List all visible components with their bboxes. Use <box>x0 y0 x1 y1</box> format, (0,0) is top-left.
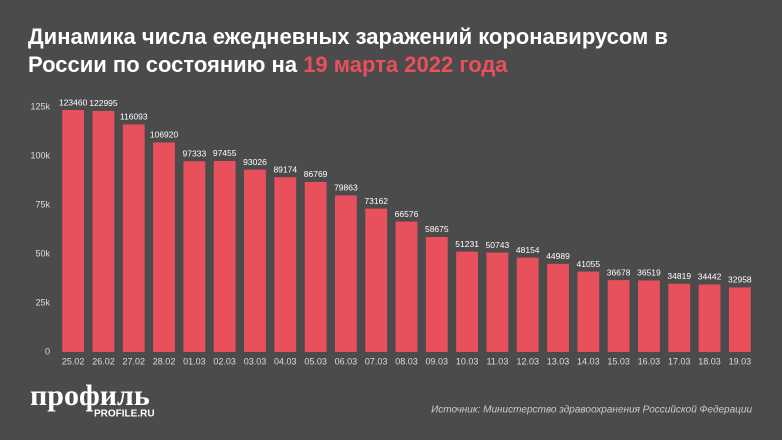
x-tick-label: 11.03 <box>486 356 508 366</box>
value-label: 106920 <box>150 130 179 140</box>
bar <box>183 161 206 352</box>
x-tick-label: 27.02 <box>122 356 145 366</box>
bar <box>607 280 630 352</box>
y-tick-label: 25k <box>35 297 50 307</box>
bar <box>395 221 418 352</box>
chart-title-line2: России по состоянию на 19 марта 2022 год… <box>28 52 508 77</box>
x-tick-label: 04.03 <box>274 356 297 366</box>
y-tick-label: 0 <box>45 346 50 356</box>
bar <box>516 257 539 352</box>
x-tick-label: 28.02 <box>153 356 176 366</box>
bar <box>92 110 115 352</box>
value-label: 34819 <box>667 271 691 281</box>
value-label: 58675 <box>425 224 449 234</box>
bar <box>577 271 600 352</box>
x-tick-label: 08.03 <box>395 356 418 366</box>
value-label: 89174 <box>273 164 297 174</box>
x-tick-label: 03.03 <box>244 356 267 366</box>
value-label: 36678 <box>607 267 631 277</box>
value-label: 116093 <box>120 112 148 122</box>
bar <box>244 169 266 352</box>
x-tick-label: 13.03 <box>547 356 570 366</box>
bar <box>456 251 479 352</box>
bar <box>486 252 509 352</box>
value-label: 97455 <box>213 148 237 158</box>
bar <box>698 284 721 352</box>
x-tick-label: 10.03 <box>456 356 479 366</box>
x-tick-label: 26.02 <box>92 356 115 366</box>
x-tick-label: 06.03 <box>335 356 358 366</box>
x-tick-label: 05.03 <box>304 356 327 366</box>
y-tick-label: 50k <box>35 248 50 258</box>
value-label: 123460 <box>59 97 88 107</box>
value-label: 48154 <box>516 245 540 255</box>
bar <box>638 280 660 352</box>
x-tick-label: 25.02 <box>62 356 85 366</box>
title-line: Динамика числа ежедневных заражений коро… <box>28 24 668 49</box>
bar <box>668 283 691 352</box>
value-label: 66576 <box>395 209 419 219</box>
value-label: 86769 <box>304 169 328 179</box>
bar <box>213 160 236 352</box>
y-tick-label: 125k <box>30 101 50 111</box>
x-tick-label: 17.03 <box>668 356 691 366</box>
value-label: 44989 <box>546 251 570 261</box>
value-label: 122995 <box>89 98 118 108</box>
value-label: 41055 <box>577 259 601 269</box>
bar <box>547 263 569 352</box>
value-label: 51231 <box>455 239 479 249</box>
logo-sub: PROFILE.RU <box>94 409 155 420</box>
x-tick-label: 16.03 <box>638 356 661 366</box>
bar <box>365 208 388 352</box>
x-tick-label: 18.03 <box>698 356 721 366</box>
source: Источник: Министерство здравоохранения Р… <box>431 405 752 416</box>
y-tick-label: 100k <box>30 150 50 160</box>
value-label: 73162 <box>364 196 388 206</box>
title-line: России по состоянию на <box>28 52 303 77</box>
x-tick-label: 09.03 <box>426 356 449 366</box>
value-label: 50743 <box>486 240 510 250</box>
bar <box>122 124 145 352</box>
bar <box>304 181 327 352</box>
x-tick-label: 07.03 <box>365 356 388 366</box>
bar <box>62 110 85 352</box>
value-label: 34442 <box>698 272 722 282</box>
chart-title: Динамика числа ежедневных заражений коро… <box>28 24 668 49</box>
x-tick-label: 14.03 <box>577 356 600 366</box>
bar <box>334 195 357 352</box>
bar <box>274 177 297 352</box>
bar <box>425 236 448 352</box>
y-tick-label: 75k <box>35 199 50 209</box>
bar <box>153 142 175 352</box>
value-label: 36519 <box>637 268 661 278</box>
x-tick-label: 01.03 <box>183 356 206 366</box>
value-label: 93026 <box>243 157 267 167</box>
x-tick-label: 19.03 <box>729 356 752 366</box>
logo: профиль <box>30 379 150 412</box>
x-tick-label: 02.03 <box>213 356 236 366</box>
title-highlight: 19 марта 2022 года <box>303 52 508 77</box>
x-tick-label: 15.03 <box>607 356 630 366</box>
value-label: 97333 <box>183 148 207 158</box>
value-label: 79863 <box>334 183 358 193</box>
x-tick-label: 12.03 <box>516 356 539 366</box>
value-label: 32958 <box>728 275 752 285</box>
bar <box>728 287 751 352</box>
